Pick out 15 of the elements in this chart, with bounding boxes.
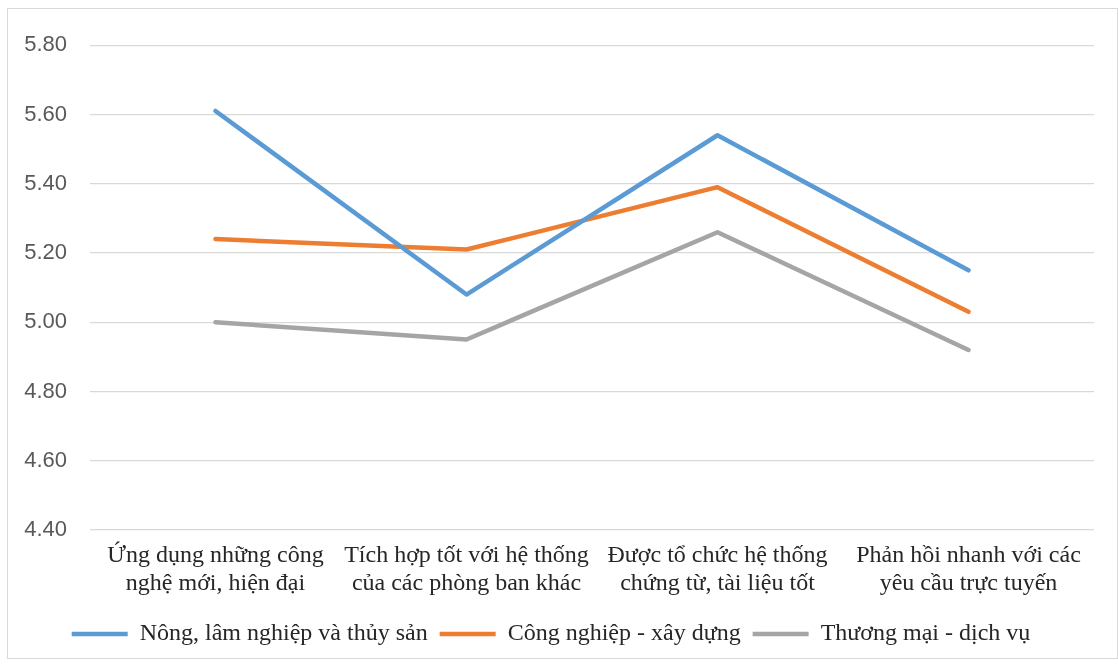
x-tick-label: Được tổ chức hệ thống chứng từ, tài liệu tốt [607, 541, 828, 596]
x-tick-label: Ứng dụng những công nghệ mới, hiện đại [107, 541, 324, 596]
x-tick-label: Phản hồi nhanh với các yêu cầu trực tuyến [856, 541, 1081, 596]
y-tick-label: 5.60 [24, 100, 67, 126]
x-tick-label: Tích hợp tốt với hệ thống của các phòng ban khác [344, 541, 589, 596]
y-tick-label: 4.80 [24, 377, 67, 403]
legend-label: Thương mại - dịch vụ [820, 619, 1031, 646]
y-tick-label: 5.20 [24, 239, 67, 265]
legend-label: Công nghiệp - xây dựng [507, 619, 741, 646]
y-tick-label: 4.60 [24, 446, 67, 472]
legend-label: Nông, lâm nghiệp và thủy sản [139, 619, 428, 646]
y-tick-label: 5.80 [24, 31, 67, 57]
y-tick-label: 4.40 [24, 516, 67, 542]
y-tick-label: 5.40 [24, 169, 67, 195]
y-tick-label: 5.00 [24, 308, 67, 334]
